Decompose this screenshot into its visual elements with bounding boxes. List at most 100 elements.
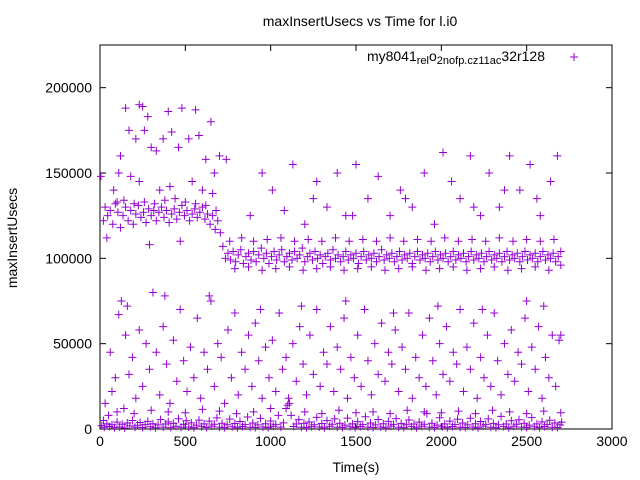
data-point (350, 373, 359, 382)
data-point (464, 252, 473, 261)
data-point (148, 419, 157, 428)
data-point (167, 209, 176, 218)
data-point (227, 373, 236, 382)
data-point (145, 240, 154, 249)
data-point (294, 415, 303, 424)
data-point (213, 339, 222, 348)
data-point (210, 382, 219, 391)
data-point (312, 264, 321, 273)
data-point (515, 186, 524, 195)
data-point (363, 194, 372, 203)
data-point (252, 257, 261, 266)
data-point (116, 151, 125, 160)
data-point (358, 420, 367, 429)
data-point (179, 356, 188, 365)
data-point (171, 194, 180, 203)
data-point (147, 143, 156, 152)
data-point (165, 399, 174, 408)
data-point (351, 423, 360, 432)
data-point (352, 160, 360, 169)
data-point (225, 415, 234, 424)
data-point (381, 377, 390, 386)
data-point (514, 415, 523, 424)
data-point (247, 382, 256, 391)
data-point (505, 151, 514, 160)
data-point (427, 237, 436, 246)
data-point (131, 209, 140, 218)
data-point (433, 256, 442, 265)
data-point (451, 256, 460, 265)
data-point (534, 322, 543, 331)
data-point (476, 264, 485, 273)
data-point (433, 302, 442, 311)
data-point (234, 390, 243, 399)
data-point (359, 247, 368, 256)
data-point (261, 343, 270, 352)
data-point (130, 199, 139, 208)
data-point (420, 407, 429, 416)
data-point (298, 244, 307, 253)
data-point (358, 235, 367, 244)
data-point (541, 353, 550, 362)
data-point (503, 370, 512, 379)
data-point (123, 302, 132, 311)
data-point (556, 408, 565, 417)
data-point (426, 257, 435, 266)
data-point (363, 356, 372, 365)
y-tick-label: 100000 (45, 250, 92, 266)
data-point (421, 382, 430, 391)
data-point (549, 249, 558, 258)
data-point (484, 414, 493, 423)
data-point (116, 223, 125, 232)
y-tick-label: 50000 (53, 336, 92, 352)
data-point (546, 254, 555, 263)
data-point (322, 416, 331, 425)
data-point (353, 417, 362, 426)
data-point (367, 262, 376, 271)
data-point (125, 126, 134, 135)
data-point (233, 423, 242, 432)
data-point (536, 237, 545, 246)
data-point (372, 237, 381, 246)
data-point (476, 211, 485, 220)
data-point (431, 247, 440, 256)
data-point (463, 420, 472, 429)
data-point (405, 249, 414, 258)
data-point (538, 417, 547, 426)
data-point (503, 266, 512, 275)
data-point (280, 206, 289, 215)
data-point (528, 254, 537, 263)
data-point (117, 297, 126, 305)
data-point (143, 417, 152, 426)
data-point (462, 343, 471, 352)
data-point (412, 423, 421, 432)
data-point (129, 220, 138, 229)
data-point (449, 348, 458, 357)
data-point (456, 305, 465, 314)
data-point (482, 252, 491, 261)
data-point (439, 370, 448, 379)
data-point (308, 256, 317, 265)
data-point (165, 218, 174, 227)
data-point (326, 322, 335, 331)
data-point (215, 151, 224, 160)
data-point (222, 155, 231, 164)
data-point (174, 143, 183, 152)
data-point (517, 360, 526, 369)
data-point (305, 418, 314, 427)
data-point (140, 198, 149, 207)
data-point (160, 196, 169, 205)
data-point (154, 208, 163, 217)
x-tick-label: 3000 (596, 433, 627, 449)
data-point (551, 382, 560, 391)
data-point (249, 407, 258, 416)
data-point (237, 233, 246, 242)
data-point (225, 237, 234, 246)
data-point (544, 266, 553, 275)
data-point (421, 266, 430, 275)
data-point (223, 420, 232, 429)
data-point (329, 387, 338, 396)
data-point (449, 262, 458, 271)
data-point (111, 199, 120, 208)
data-point (106, 348, 115, 357)
